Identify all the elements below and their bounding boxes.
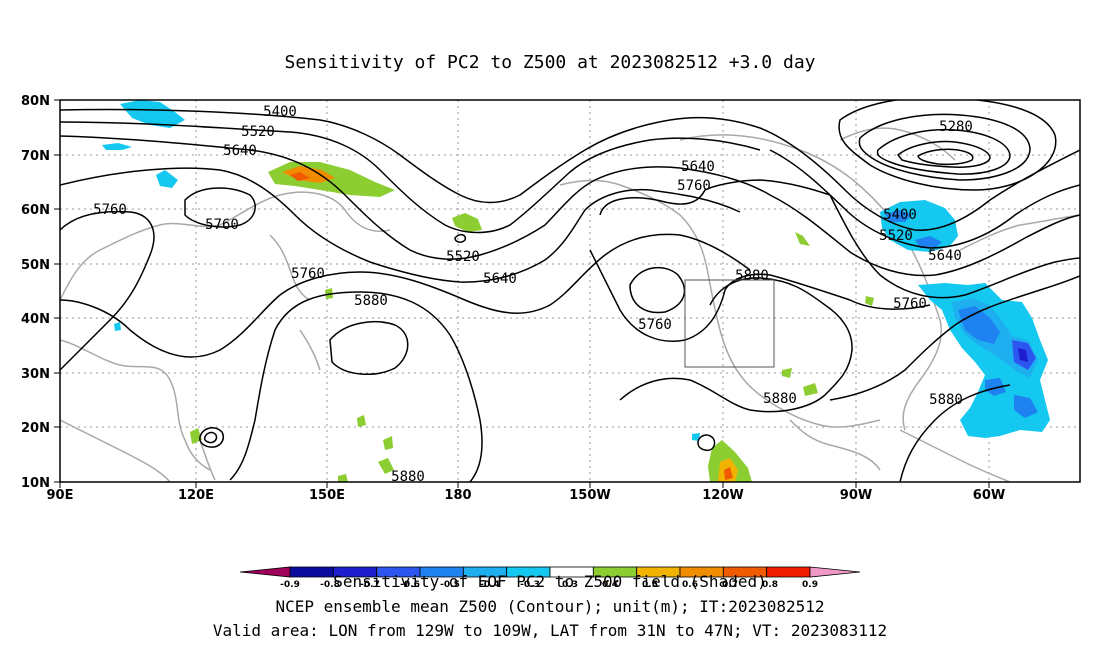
- caption-line-1: Sensitivity of EOF PC2 to Z500 field (Sh…: [333, 572, 767, 591]
- colorbar-tick-label: -0.4: [480, 580, 500, 590]
- lat-label: 80N: [21, 94, 50, 109]
- contour-label-5760: 5760: [93, 202, 127, 218]
- chart-title: Sensitivity of PC2 to Z500 at 2023082512…: [284, 52, 815, 73]
- lon-label: 150E: [309, 488, 345, 503]
- contour-label-5520: 5520: [241, 124, 275, 140]
- contour-label-5400: 5400: [263, 104, 297, 120]
- contour-label-5760: 5760: [677, 178, 711, 194]
- contour-label-5760: 5760: [291, 266, 325, 282]
- lon-label: 180: [444, 488, 471, 503]
- latitude-labels: 80N 70N 60N 50N 40N 30N 20N 10N: [21, 94, 50, 491]
- colorbar-tick-label: -0.9: [280, 580, 300, 590]
- axis-ticks: [54, 99, 990, 488]
- contour-label-5400: 5400: [883, 207, 917, 223]
- z500-contours: [60, 100, 1080, 482]
- colorbar-tick-label: -0.8: [320, 580, 340, 590]
- lat-label: 30N: [21, 367, 50, 382]
- colorbar-tick-label: 0.8: [762, 580, 778, 590]
- lat-label: 70N: [21, 149, 50, 164]
- lon-label: 90E: [47, 488, 74, 503]
- contour-label-5760: 5760: [205, 217, 239, 233]
- colorbar-tick-label: -0.6: [400, 580, 420, 590]
- colorbar-tick-label: 0.6: [682, 580, 698, 590]
- contour-label-5640: 5640: [483, 271, 517, 287]
- contour-label-5880: 5880: [391, 469, 425, 485]
- sensitivity-shading: [102, 100, 1050, 482]
- lat-label: 40N: [21, 312, 50, 327]
- contour-label-5760: 5760: [893, 296, 927, 312]
- lon-label: 120W: [702, 488, 743, 503]
- contour-label-5760: 5760: [638, 317, 672, 333]
- caption-line-3: Valid area: LON from 129W to 109W, LAT f…: [212, 621, 888, 640]
- colorbar-tick-label: -0.5: [440, 580, 460, 590]
- lon-label: 120E: [178, 488, 214, 503]
- valid-area-box: [684, 279, 775, 368]
- lat-label: 60N: [21, 203, 50, 218]
- colorbar-tick-label: 0.3: [562, 580, 578, 590]
- map-frame: [59, 99, 1081, 483]
- contour-label-5520: 5520: [446, 249, 480, 265]
- longitude-labels: 90E 120E 150E 180 150W 120W 90W 60W: [47, 488, 1006, 503]
- contour-label-5640: 5640: [928, 248, 962, 264]
- colorbar-tick-label: 0.5: [642, 580, 658, 590]
- contour-label-5880: 5880: [735, 268, 769, 284]
- contour-label-5640: 5640: [223, 143, 257, 159]
- lat-label: 20N: [21, 421, 50, 436]
- lon-label: 60W: [973, 488, 1005, 503]
- map-area: 5400 5520 5640 5760 5760 5760 5880 5520 …: [60, 100, 1080, 485]
- lat-label: 10N: [21, 476, 50, 491]
- contour-label-5640: 5640: [681, 159, 715, 175]
- contour-label-5280: 5280: [939, 119, 973, 135]
- contour-labels: 5400 5520 5640 5760 5760 5760 5880 5520 …: [93, 104, 973, 485]
- caption-line-2: NCEP ensemble mean Z500 (Contour); unit(…: [275, 597, 825, 616]
- colorbar-tick-label: 0.7: [722, 580, 738, 590]
- colorbar-tick-label: 0.4: [602, 580, 618, 590]
- colorbar-tick-label: -0.7: [360, 580, 380, 590]
- contour-label-5880: 5880: [929, 392, 963, 408]
- colorbar: -0.9 -0.8 -0.7 -0.6 -0.5 -0.4 -0.3 0.3 0.4 0.5 0.6…: [239, 566, 861, 590]
- lat-label: 50N: [21, 258, 50, 273]
- contour-label-5880: 5880: [354, 293, 388, 309]
- colorbar-upper-extension: [809, 566, 861, 578]
- colorbar-tick-label: -0.3: [520, 580, 540, 590]
- contour-label-5880: 5880: [763, 391, 797, 407]
- colorbar-tick-label: 0.9: [802, 580, 818, 590]
- lon-label: 150W: [569, 488, 610, 503]
- contour-label-5520: 5520: [879, 228, 913, 244]
- lon-label: 90W: [840, 488, 872, 503]
